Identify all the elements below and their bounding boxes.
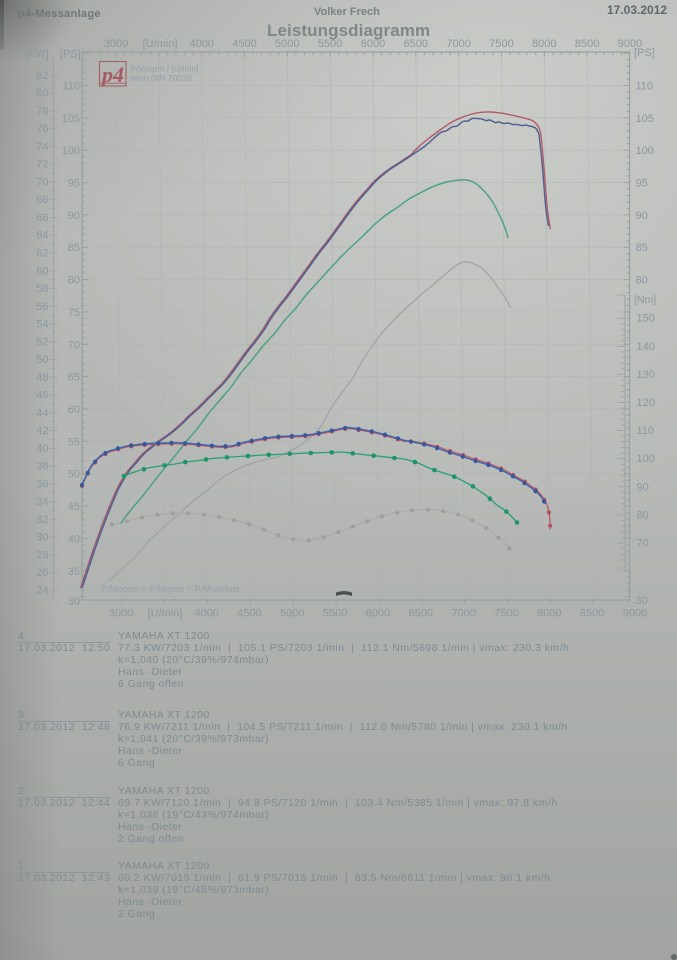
svg-text:P/Mnorm = P/Mgem + P/MVerlust: P/Mnorm = P/Mgem + P/MVerlust: [101, 584, 240, 594]
svg-text:36: 36: [36, 478, 48, 490]
svg-text:64: 64: [36, 230, 48, 242]
svg-text:40: 40: [68, 533, 80, 545]
svg-text:8500: 8500: [580, 608, 604, 620]
svg-text:78: 78: [36, 105, 48, 117]
svg-text:24: 24: [36, 585, 48, 597]
svg-text:90: 90: [637, 481, 649, 493]
svg-text:62: 62: [36, 248, 48, 260]
svg-text:7500: 7500: [489, 38, 513, 50]
svg-text:[PS]: [PS]: [60, 49, 81, 61]
svg-text:4000: 4000: [189, 38, 213, 50]
svg-text:82: 82: [36, 70, 48, 82]
svg-text:120: 120: [637, 397, 655, 409]
svg-text:68: 68: [36, 194, 48, 206]
svg-text:45: 45: [68, 501, 80, 513]
svg-text:80: 80: [637, 509, 649, 521]
svg-text:130: 130: [637, 369, 655, 381]
svg-text:6000: 6000: [366, 608, 390, 620]
svg-text:4500: 4500: [237, 608, 261, 620]
svg-text:110: 110: [637, 425, 655, 437]
svg-text:30: 30: [68, 596, 80, 608]
svg-text:90: 90: [68, 210, 80, 222]
svg-text:80: 80: [636, 275, 648, 287]
svg-text:70: 70: [36, 177, 48, 189]
svg-text:5500: 5500: [323, 608, 347, 620]
svg-text:95: 95: [68, 178, 80, 190]
svg-text:76: 76: [36, 123, 48, 135]
svg-text:35: 35: [68, 566, 80, 578]
svg-text:30: 30: [36, 532, 48, 544]
svg-text:6000: 6000: [361, 38, 385, 50]
svg-text:50: 50: [68, 469, 80, 481]
svg-text:6500: 6500: [409, 608, 433, 620]
svg-text:[KW]: [KW]: [25, 49, 49, 61]
svg-text:70: 70: [68, 339, 80, 351]
svg-text:56: 56: [36, 301, 48, 313]
svg-text:9000: 9000: [623, 608, 647, 620]
svg-text:140: 140: [637, 341, 655, 353]
svg-text:40: 40: [36, 443, 48, 455]
svg-text:5500: 5500: [318, 38, 342, 50]
svg-text:5000: 5000: [275, 38, 299, 50]
svg-text:70: 70: [637, 538, 649, 550]
svg-text:46: 46: [36, 390, 48, 402]
svg-text:[PS]: [PS]: [634, 47, 655, 59]
svg-text:P/Mnorm / [U/min]: P/Mnorm / [U/min]: [130, 64, 198, 74]
svg-text:30: 30: [636, 595, 648, 607]
svg-text:34: 34: [36, 496, 48, 508]
svg-text:100: 100: [637, 453, 655, 465]
svg-text:105: 105: [636, 113, 654, 125]
svg-text:4000: 4000: [194, 608, 218, 620]
svg-text:52: 52: [36, 336, 48, 348]
svg-text:54: 54: [36, 319, 48, 331]
svg-text:4500: 4500: [232, 38, 256, 50]
svg-text:8000: 8000: [532, 38, 556, 50]
svg-text:[U/min]: [U/min]: [148, 608, 183, 620]
svg-text:50: 50: [36, 354, 48, 366]
svg-text:100: 100: [636, 145, 654, 157]
svg-text:nach DIN 70020: nach DIN 70020: [130, 73, 192, 83]
svg-text:75: 75: [68, 307, 80, 319]
svg-text:7000: 7000: [446, 38, 470, 50]
svg-text:6500: 6500: [404, 38, 428, 50]
svg-text:105: 105: [62, 113, 80, 125]
svg-text:42: 42: [36, 425, 48, 437]
svg-text:60: 60: [36, 265, 48, 277]
svg-text:100: 100: [62, 145, 80, 157]
svg-text:8000: 8000: [537, 608, 561, 620]
svg-text:110: 110: [636, 81, 654, 93]
svg-text:28: 28: [36, 549, 48, 561]
svg-text:3000: 3000: [109, 608, 133, 620]
svg-text:80: 80: [68, 275, 80, 287]
svg-text:[U/min]: [U/min]: [143, 38, 178, 50]
svg-text:65: 65: [68, 372, 80, 384]
svg-text:32: 32: [36, 514, 48, 526]
svg-text:90: 90: [636, 210, 648, 222]
svg-text:55: 55: [68, 436, 80, 448]
svg-text:58: 58: [36, 283, 48, 295]
svg-text:85: 85: [68, 242, 80, 254]
svg-text:60: 60: [68, 404, 80, 416]
svg-text:3000: 3000: [104, 38, 128, 50]
svg-text:80: 80: [36, 88, 48, 100]
svg-text:5000: 5000: [280, 608, 304, 620]
svg-text:110: 110: [62, 81, 80, 93]
svg-text:38: 38: [36, 461, 48, 473]
svg-text:26: 26: [36, 567, 48, 579]
svg-text:72: 72: [36, 159, 48, 171]
svg-text:85: 85: [636, 242, 648, 254]
svg-text:7000: 7000: [451, 608, 475, 620]
svg-text:44: 44: [36, 407, 48, 419]
svg-text:9000: 9000: [618, 38, 642, 50]
svg-text:8500: 8500: [575, 38, 599, 50]
svg-text:48: 48: [36, 372, 48, 384]
svg-text:150: 150: [637, 313, 655, 325]
svg-text:7500: 7500: [494, 608, 518, 620]
svg-text:66: 66: [36, 212, 48, 224]
svg-text:[Nm]: [Nm]: [634, 294, 656, 306]
svg-text:74: 74: [36, 141, 48, 153]
svg-text:95: 95: [636, 178, 648, 190]
